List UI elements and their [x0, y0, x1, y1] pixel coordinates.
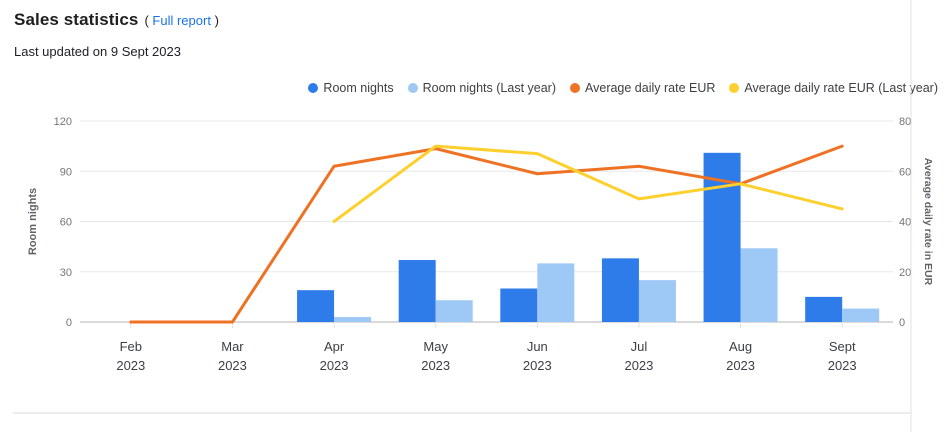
- right-axis-tick-label: 60: [899, 166, 911, 178]
- right-axis-tick-label: 20: [899, 267, 911, 279]
- left-axis-tick-label: 90: [60, 166, 72, 178]
- x-axis-month-label: Jun: [527, 339, 548, 354]
- legend-label: Room nights (Last year): [422, 81, 556, 95]
- x-axis-year-label: 2023: [116, 358, 145, 373]
- x-axis-month-label: Aug: [729, 339, 752, 354]
- right-axis-tick-label: 0: [899, 317, 905, 329]
- right-axis-tick-label: 80: [899, 116, 911, 128]
- line-average-daily-rate-eur[interactable]: [129, 144, 844, 324]
- left-axis-tick-label: 120: [54, 116, 72, 128]
- paren-close: ): [214, 13, 219, 28]
- x-axis-year-label: 2023: [320, 358, 349, 373]
- page-title: Sales statistics: [14, 10, 139, 29]
- x-axis-year-label: 2023: [523, 358, 552, 373]
- legend-label: Average daily rate EUR: [585, 81, 716, 95]
- left-axis-tick-label: 30: [60, 267, 72, 279]
- bar-room-nights[interactable]: [500, 288, 538, 323]
- bar-room-nights[interactable]: [297, 290, 335, 322]
- left-axis-tick-label: 0: [66, 317, 72, 329]
- x-axis-year-label: 2023: [218, 358, 247, 373]
- x-axis-month-label: Feb: [120, 339, 142, 354]
- legend-item[interactable]: Room nights (Last year): [407, 81, 556, 95]
- bar-room-nights-last-year[interactable]: [740, 248, 778, 322]
- x-axis-month-label: Jul: [631, 339, 648, 354]
- paren-open: (: [144, 13, 149, 28]
- legend-dot-icon: [570, 83, 580, 93]
- legend-dot-icon: [308, 83, 319, 93]
- full-report-link[interactable]: Full report: [152, 13, 211, 28]
- legend-dot-icon: [729, 83, 740, 93]
- last-updated-text: Last updated on 9 Sept 2023: [14, 44, 181, 59]
- bar-room-nights[interactable]: [805, 296, 843, 322]
- line-average-daily-rate-eur-last-year[interactable]: [332, 144, 844, 223]
- x-axis-year-label: 2023: [828, 358, 857, 373]
- legend-label: Average daily rate EUR (Last year): [744, 81, 938, 95]
- full-report-wrap: ( Full report ): [144, 13, 218, 28]
- bar-room-nights-last-year[interactable]: [638, 280, 676, 322]
- chart-header: Sales statistics ( Full report ): [14, 10, 219, 30]
- x-axis-year-label: 2023: [421, 358, 450, 373]
- legend-dot-icon: [407, 83, 418, 93]
- legend-item[interactable]: Average daily rate EUR: [570, 81, 715, 95]
- legend-item[interactable]: Room nights: [308, 81, 394, 95]
- bar-room-nights-last-year[interactable]: [842, 308, 880, 322]
- x-axis-month-label: Sept: [829, 339, 856, 354]
- x-axis-year-label: 2023: [726, 358, 755, 373]
- x-axis-month-label: Mar: [221, 339, 244, 354]
- chart-legend: Room nights Room nights (Last year) Averag…: [308, 81, 938, 95]
- left-axis-title: Room nights: [27, 188, 39, 255]
- x-axis-month-label: May: [423, 339, 448, 354]
- right-axis-tick-label: 40: [899, 217, 911, 229]
- x-axis-month-label: Apr: [324, 339, 345, 354]
- bar-room-nights[interactable]: [601, 258, 639, 322]
- x-axis-year-label: 2023: [624, 358, 653, 373]
- bar-room-nights-last-year[interactable]: [334, 316, 372, 322]
- bar-room-nights-last-year[interactable]: [537, 263, 575, 322]
- legend-item[interactable]: Average daily rate EUR (Last year): [729, 81, 938, 95]
- left-axis-tick-label: 60: [60, 217, 72, 229]
- bar-room-nights[interactable]: [398, 260, 436, 322]
- bar-room-nights-last-year[interactable]: [435, 300, 473, 322]
- legend-label: Room nights: [323, 81, 394, 95]
- right-axis-title: Average daily rate in EUR: [922, 158, 934, 286]
